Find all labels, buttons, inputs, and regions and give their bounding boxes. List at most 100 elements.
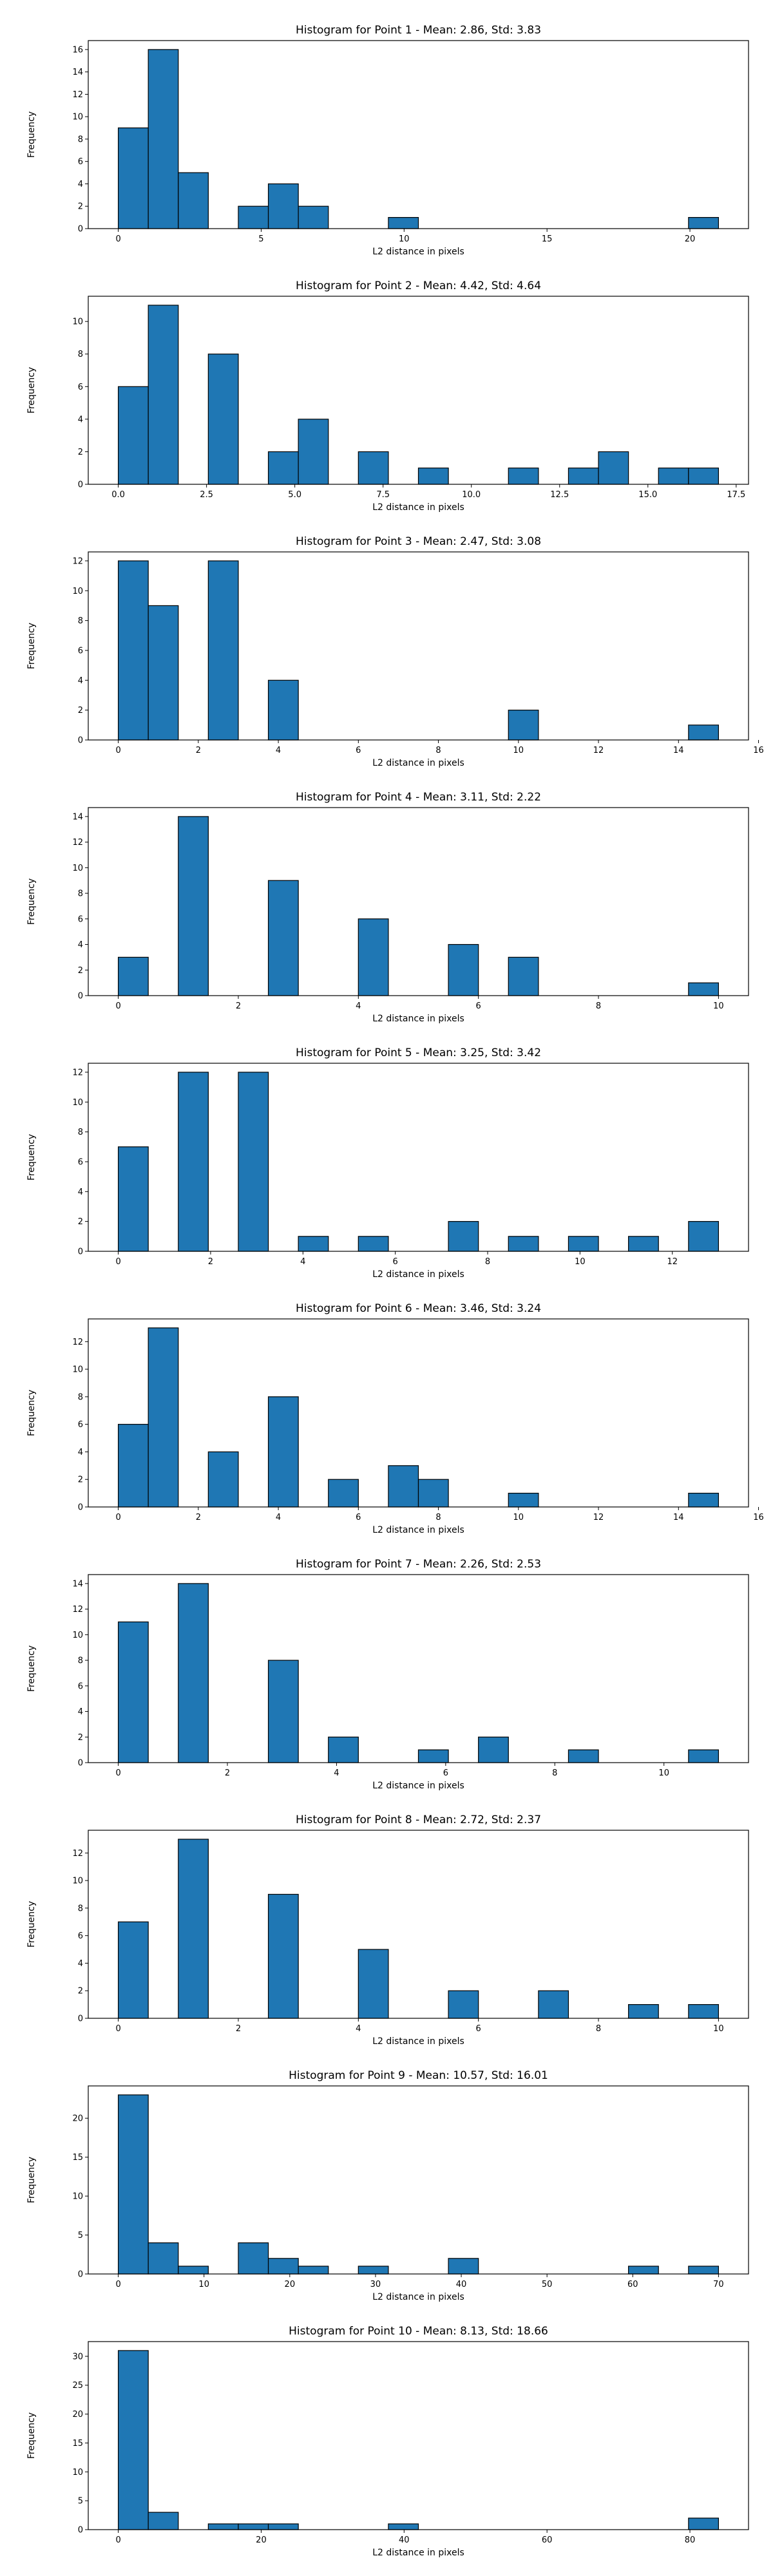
- chart-title-8: Histogram for Point 8 - Mean: 2.72, Std:…: [296, 1814, 541, 1826]
- y-tick-label: 2: [78, 202, 83, 212]
- chart-title-7: Histogram for Point 7 - Mean: 2.26, Std:…: [296, 1558, 541, 1571]
- x-tick-label: 70: [713, 2280, 724, 2289]
- bars-6: [117, 1327, 720, 1508]
- histogram-bar: [178, 1583, 209, 1763]
- y-tick-label: 15: [72, 2439, 83, 2448]
- histogram-bar: [417, 1749, 449, 1763]
- y-tick-label: 12: [72, 556, 83, 566]
- histogram-bar: [658, 468, 689, 485]
- y-tick-label: 14: [72, 812, 83, 822]
- y-tick-label: 10: [72, 2192, 83, 2202]
- y-axis-label-9: Frequency: [26, 2157, 37, 2203]
- histogram-bar: [117, 386, 149, 485]
- histogram-bar: [688, 2266, 720, 2275]
- histogram-panel-10: Histogram for Point 10 - Mean: 8.13, Std…: [26, 2325, 749, 2558]
- histogram-bar: [508, 1236, 539, 1252]
- x-tick-label: 7.5: [376, 490, 390, 500]
- x-axis-label-10: L2 distance in pixels: [372, 2548, 464, 2558]
- x-tick-label: 10: [513, 746, 524, 755]
- histogram-bar: [148, 605, 179, 741]
- y-tick-label: 0: [78, 1759, 83, 1768]
- y-axis-label-3: Frequency: [26, 623, 37, 669]
- chart-title-1: Histogram for Point 1 - Mean: 2.86, Std:…: [296, 24, 541, 37]
- histogram-bar: [117, 1146, 149, 1252]
- chart-title-6: Histogram for Point 6 - Mean: 3.46, Std:…: [296, 1302, 541, 1315]
- histogram-bar: [688, 1221, 720, 1252]
- histogram-bar: [388, 2523, 419, 2530]
- histogram-bar: [328, 1479, 359, 1508]
- x-tick-label: 2: [196, 746, 201, 755]
- histogram-bar: [478, 1736, 509, 1763]
- x-tick-label: 10: [513, 1513, 524, 1522]
- y-tick-label: 0: [78, 225, 83, 234]
- x-tick-label: 8: [596, 1001, 601, 1011]
- plot-frame-3: [88, 551, 749, 741]
- bars-8: [117, 1839, 720, 2019]
- plot-frame-2: [88, 296, 749, 485]
- x-tick-label: 0: [115, 2280, 120, 2289]
- plot-frame-4: [88, 807, 749, 996]
- histogram-bar: [358, 1236, 389, 1252]
- x-axis-label-1: L2 distance in pixels: [372, 247, 464, 257]
- histogram-bar: [688, 1493, 720, 1508]
- y-tick-label: 4: [78, 1448, 83, 1457]
- histogram-bar: [538, 1990, 569, 2019]
- histogram-panel-1: Histogram for Point 1 - Mean: 2.86, Std:…: [26, 24, 749, 257]
- histogram-bar: [298, 419, 329, 485]
- histogram-bar: [358, 2266, 389, 2275]
- y-tick-label: 12: [72, 1605, 83, 1615]
- bars-1: [117, 49, 720, 229]
- histogram-bar: [417, 1479, 449, 1508]
- histogram-bar: [508, 468, 539, 485]
- x-tick-label: 60: [627, 2280, 638, 2289]
- bars-2: [117, 305, 720, 485]
- x-tick-label: 0: [115, 1257, 120, 1267]
- histogram-panel-5: Histogram for Point 5 - Mean: 3.25, Std:…: [26, 1046, 749, 1280]
- y-tick-label: 6: [78, 1681, 83, 1691]
- histogram-bar: [178, 2266, 209, 2275]
- y-tick-label: 2: [78, 1733, 83, 1743]
- y-tick-label: 4: [78, 676, 83, 686]
- y-tick-label: 12: [72, 90, 83, 100]
- histogram-bar: [117, 1921, 149, 2019]
- histogram-bar: [267, 2258, 299, 2275]
- x-tick-label: 40: [399, 2535, 410, 2545]
- y-tick-label: 25: [72, 2381, 83, 2391]
- y-tick-label: 10: [72, 587, 83, 596]
- x-tick-label: 10: [713, 1001, 724, 1011]
- y-axis-label-4: Frequency: [26, 878, 37, 925]
- y-tick-label: 6: [78, 646, 83, 656]
- histogram-panel-7: Histogram for Point 7 - Mean: 2.26, Std:…: [26, 1558, 749, 1791]
- x-tick-label: 10.0: [462, 490, 481, 500]
- x-axis-label-9: L2 distance in pixels: [372, 2292, 464, 2302]
- x-tick-label: 30: [370, 2280, 381, 2289]
- x-tick-label: 4: [276, 1513, 281, 1522]
- histogram-bar: [148, 2512, 179, 2530]
- histogram-bar: [148, 1327, 179, 1508]
- y-tick-label: 0: [78, 2526, 83, 2535]
- histogram-bar: [328, 1736, 359, 1763]
- x-tick-label: 0: [115, 234, 120, 244]
- plot-frame-7: [88, 1574, 749, 1763]
- chart-title-10: Histogram for Point 10 - Mean: 8.13, Std…: [289, 2325, 548, 2338]
- x-axis-label-8: L2 distance in pixels: [372, 2036, 464, 2047]
- x-tick-label: 20: [685, 234, 696, 244]
- x-tick-label: 5: [258, 234, 263, 244]
- y-tick-label: 10: [72, 864, 83, 873]
- y-tick-label: 0: [78, 992, 83, 1001]
- x-tick-label: 40: [456, 2280, 467, 2289]
- histogram-bar: [207, 1451, 239, 1508]
- histogram-bar: [508, 710, 539, 741]
- histogram-bar: [508, 956, 539, 996]
- histogram-bar: [238, 205, 269, 229]
- y-tick-label: 8: [78, 135, 83, 144]
- y-tick-label: 6: [78, 157, 83, 167]
- x-tick-label: 2: [196, 1513, 201, 1522]
- plot-frame-5: [88, 1063, 749, 1252]
- x-tick-label: 6: [476, 1001, 481, 1011]
- histogram-bar: [598, 451, 629, 485]
- histogram-bar: [508, 1493, 539, 1508]
- histogram-bar: [207, 354, 239, 485]
- x-axis-label-3: L2 distance in pixels: [372, 758, 464, 768]
- y-tick-label: 0: [78, 480, 83, 490]
